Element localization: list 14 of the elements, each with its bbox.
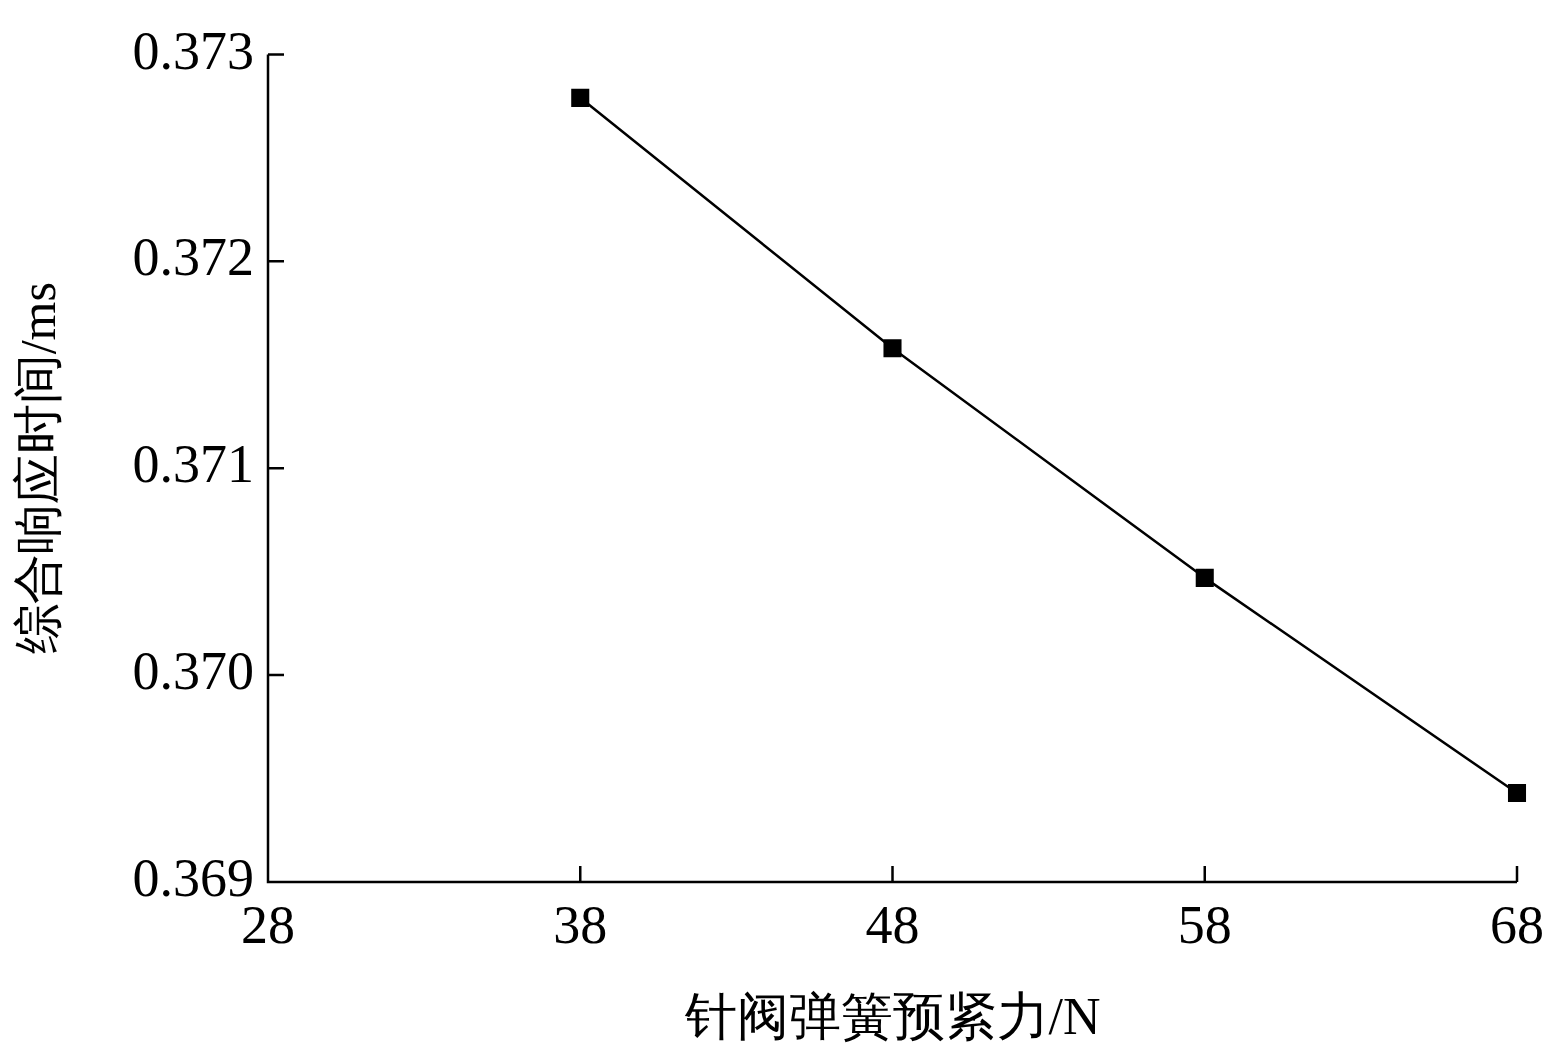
- y-tick-label: 0.371: [132, 434, 254, 495]
- y-axis-title: 综合响应时间/ms: [10, 282, 67, 655]
- point: [571, 88, 590, 107]
- y-tick-label: 0.372: [132, 227, 254, 288]
- y-tick-label: 0.370: [132, 641, 254, 702]
- x-tick-label: 48: [865, 894, 920, 955]
- x-tick-label: 38: [553, 894, 608, 955]
- y-tick-label: 0.373: [132, 20, 254, 81]
- point: [883, 339, 902, 358]
- point: [1195, 568, 1214, 587]
- x-tick-label: 58: [1177, 894, 1232, 955]
- x-tick-label: 68: [1490, 894, 1544, 955]
- point: [1507, 784, 1527, 803]
- x-axis-title: 针阀弹簧预紧力/N: [683, 988, 1101, 1046]
